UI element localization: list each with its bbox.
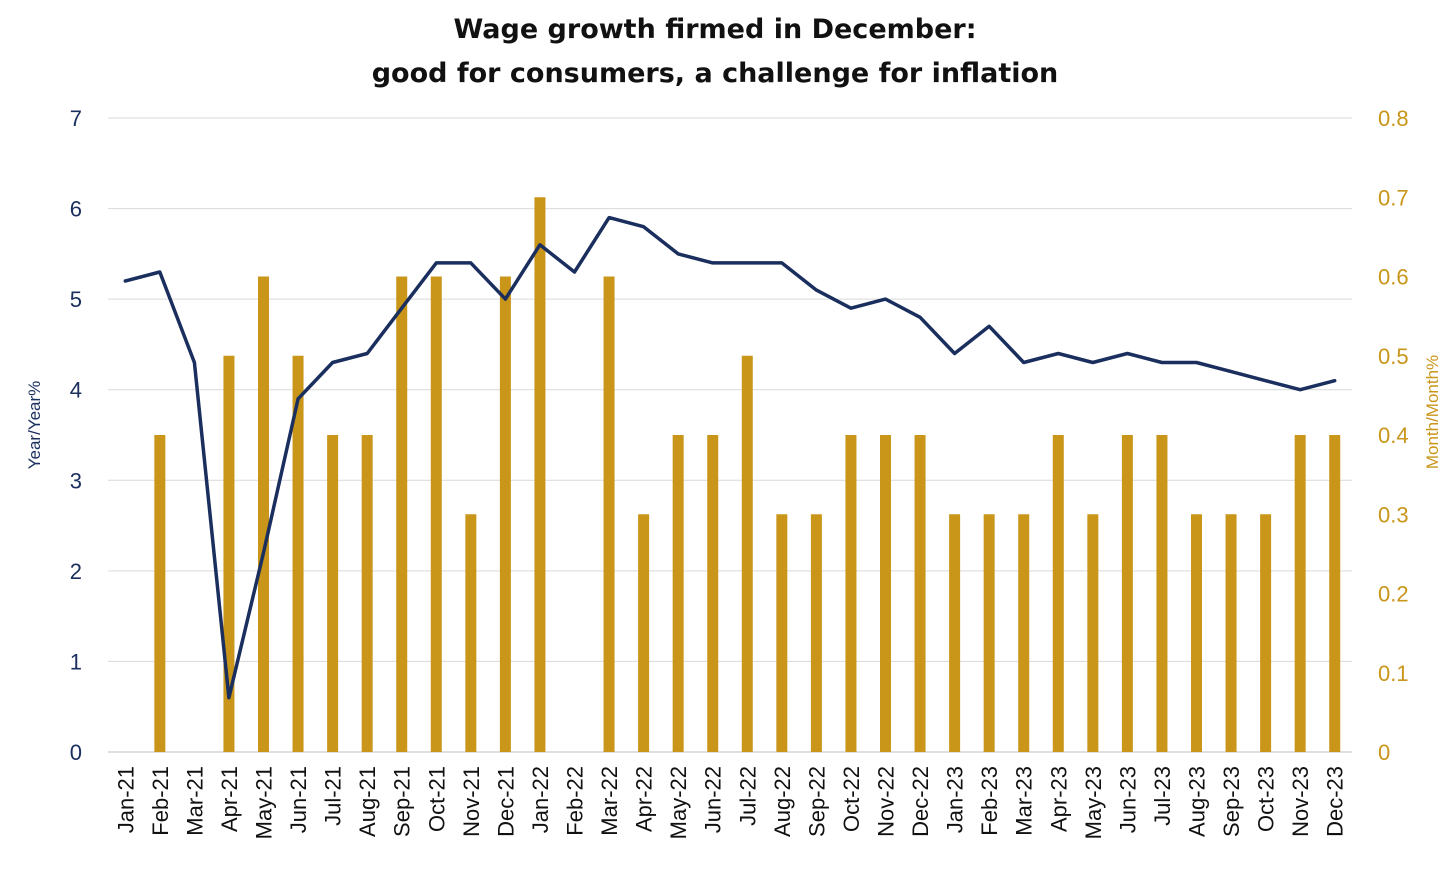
y-right-tick-label: 0.6 <box>1378 265 1409 290</box>
x-tick-label: Mar-21 <box>182 766 207 836</box>
x-tick-label: Sep-22 <box>804 766 829 837</box>
x-tick-label: Dec-22 <box>908 766 933 837</box>
bar <box>1294 435 1306 752</box>
x-tick-label: Sep-23 <box>1219 766 1244 837</box>
bar <box>465 514 477 752</box>
x-tick-label: Apr-23 <box>1046 766 1071 832</box>
y-axis-right-label: Month/Month% <box>1423 355 1442 469</box>
y-right-tick-label: 0.1 <box>1378 661 1409 686</box>
x-tick-label: May-22 <box>666 766 691 839</box>
bar <box>1121 435 1133 752</box>
x-tick-label: Jan-22 <box>528 766 553 833</box>
y-axis-left-label: Year/Year% <box>25 381 44 470</box>
x-tick-label: Apr-22 <box>632 766 657 832</box>
y-right-tick-label: 0.3 <box>1378 502 1409 527</box>
bar <box>776 514 788 752</box>
line-series <box>123 215 1337 700</box>
x-tick-label: Nov-23 <box>1288 766 1313 837</box>
series-line <box>123 215 1337 700</box>
x-tick-label: Dec-21 <box>493 766 518 837</box>
x-tick-label: Oct-23 <box>1254 766 1279 832</box>
bar <box>154 435 166 752</box>
y-left-tick-label: 7 <box>70 106 82 131</box>
x-tick-label: Feb-21 <box>148 766 173 836</box>
bar <box>983 514 995 752</box>
chart-title-line-1: Wage growth firmed in December: <box>453 14 977 45</box>
x-tick-label: Aug-21 <box>355 766 380 837</box>
bar <box>292 355 304 752</box>
bar <box>361 435 373 752</box>
x-tick-label: Feb-22 <box>563 766 588 836</box>
x-tick-label: Jul-23 <box>1150 766 1175 826</box>
y-left-tick-label: 1 <box>70 649 82 674</box>
x-tick-label: Nov-21 <box>459 766 484 837</box>
bar <box>1156 435 1168 752</box>
y-right-tick-label: 0 <box>1378 740 1390 765</box>
bar <box>1052 435 1064 752</box>
bar <box>1329 435 1341 752</box>
x-tick-label: Jan-21 <box>113 766 138 833</box>
y-left-tick-label: 4 <box>70 378 82 403</box>
x-tick-label: Jul-21 <box>321 766 346 826</box>
y-left-tick-label: 3 <box>70 468 82 493</box>
chart-title: Wage growth firmed in December: good for… <box>0 8 1430 96</box>
y-left-tick-label: 0 <box>70 740 82 765</box>
x-tick-label: Sep-21 <box>390 766 415 837</box>
bar <box>1260 514 1272 752</box>
y-left-tick-label: 6 <box>70 197 82 222</box>
x-tick-label: Mar-22 <box>597 766 622 836</box>
x-tick-label: Jun-21 <box>286 766 311 833</box>
bar <box>603 276 615 752</box>
x-tick-label: Oct-21 <box>424 766 449 832</box>
bar <box>327 435 339 752</box>
bar <box>1087 514 1099 752</box>
bar <box>1018 514 1030 752</box>
x-tick-label: Aug-22 <box>770 766 795 837</box>
y-left-tick-label: 2 <box>70 559 82 584</box>
x-tick-label: May-23 <box>1081 766 1106 839</box>
x-tick-label: May-21 <box>252 766 277 839</box>
gridlines <box>108 117 1352 753</box>
bar <box>1225 514 1237 752</box>
bar <box>914 435 926 752</box>
x-tick-label: Dec-23 <box>1323 766 1348 837</box>
chart-title-line-2: good for consumers, a challenge for infl… <box>371 58 1059 89</box>
bar <box>672 435 684 752</box>
bar <box>499 276 511 752</box>
x-tick-label: Apr-21 <box>217 766 242 832</box>
x-tick-label: Nov-22 <box>874 766 899 837</box>
y-right-tick-label: 0.4 <box>1378 423 1409 448</box>
bar <box>707 435 719 752</box>
bar <box>880 435 891 752</box>
bar <box>810 514 822 752</box>
bar <box>258 276 269 752</box>
bar <box>223 355 235 752</box>
bar <box>1191 514 1202 752</box>
x-tick-label: Oct-22 <box>839 766 864 832</box>
bar <box>534 197 546 752</box>
x-tick-label: Jul-22 <box>735 766 760 826</box>
x-tick-label: Jun-22 <box>701 766 726 833</box>
bar-series <box>154 197 1341 752</box>
y-right-tick-label: 0.5 <box>1378 344 1409 369</box>
tick-labels: 0 1 2 3 4 5 6 7 0 0.1 0.2 0.3 0.4 0.5 0.6 0.7 0.8 Jan-21 F… <box>70 106 1409 839</box>
x-tick-label: Jan-23 <box>943 766 968 833</box>
y-right-tick-label: 0.7 <box>1378 185 1409 210</box>
bar <box>845 435 857 752</box>
y-right-tick-label: 0.8 <box>1378 106 1409 131</box>
bar <box>430 276 442 752</box>
x-tick-label: Jun-23 <box>1115 766 1140 833</box>
y-left-tick-label: 5 <box>70 287 82 312</box>
x-tick-label: Mar-23 <box>1012 766 1037 836</box>
y-right-tick-label: 0.2 <box>1378 582 1409 607</box>
bar <box>638 514 650 752</box>
bar <box>949 514 961 752</box>
x-tick-label: Feb-23 <box>977 766 1002 836</box>
bar <box>741 355 753 752</box>
x-tick-label: Aug-23 <box>1185 766 1210 837</box>
bar <box>396 276 408 752</box>
